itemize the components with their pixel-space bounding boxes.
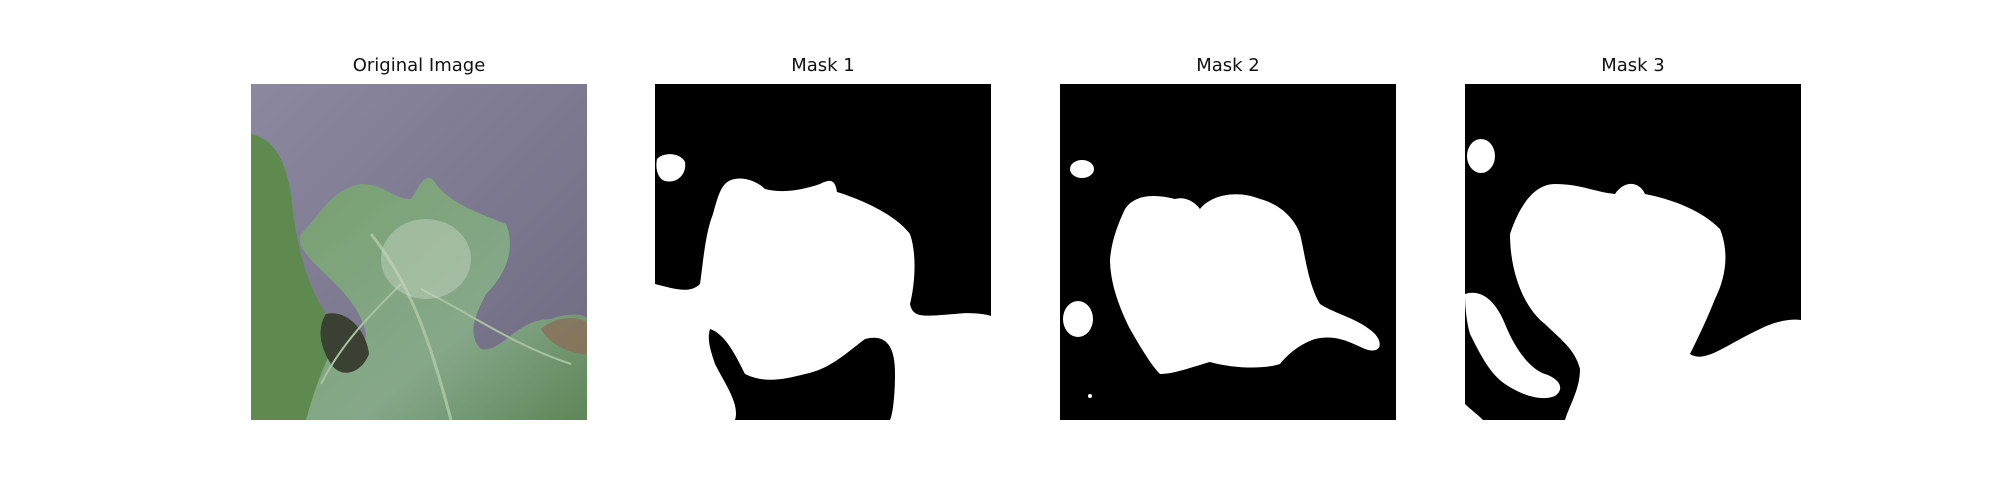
mask-1-image <box>655 84 991 420</box>
panel-title: Mask 2 <box>1196 55 1260 76</box>
panel-title: Original Image <box>352 55 486 76</box>
panel-title: Mask 3 <box>1601 55 1665 76</box>
mask-2-image <box>1060 84 1396 420</box>
panel-title: Mask 1 <box>791 55 855 76</box>
original-leaf-image <box>251 84 587 420</box>
mask-3-image <box>1465 84 1801 420</box>
